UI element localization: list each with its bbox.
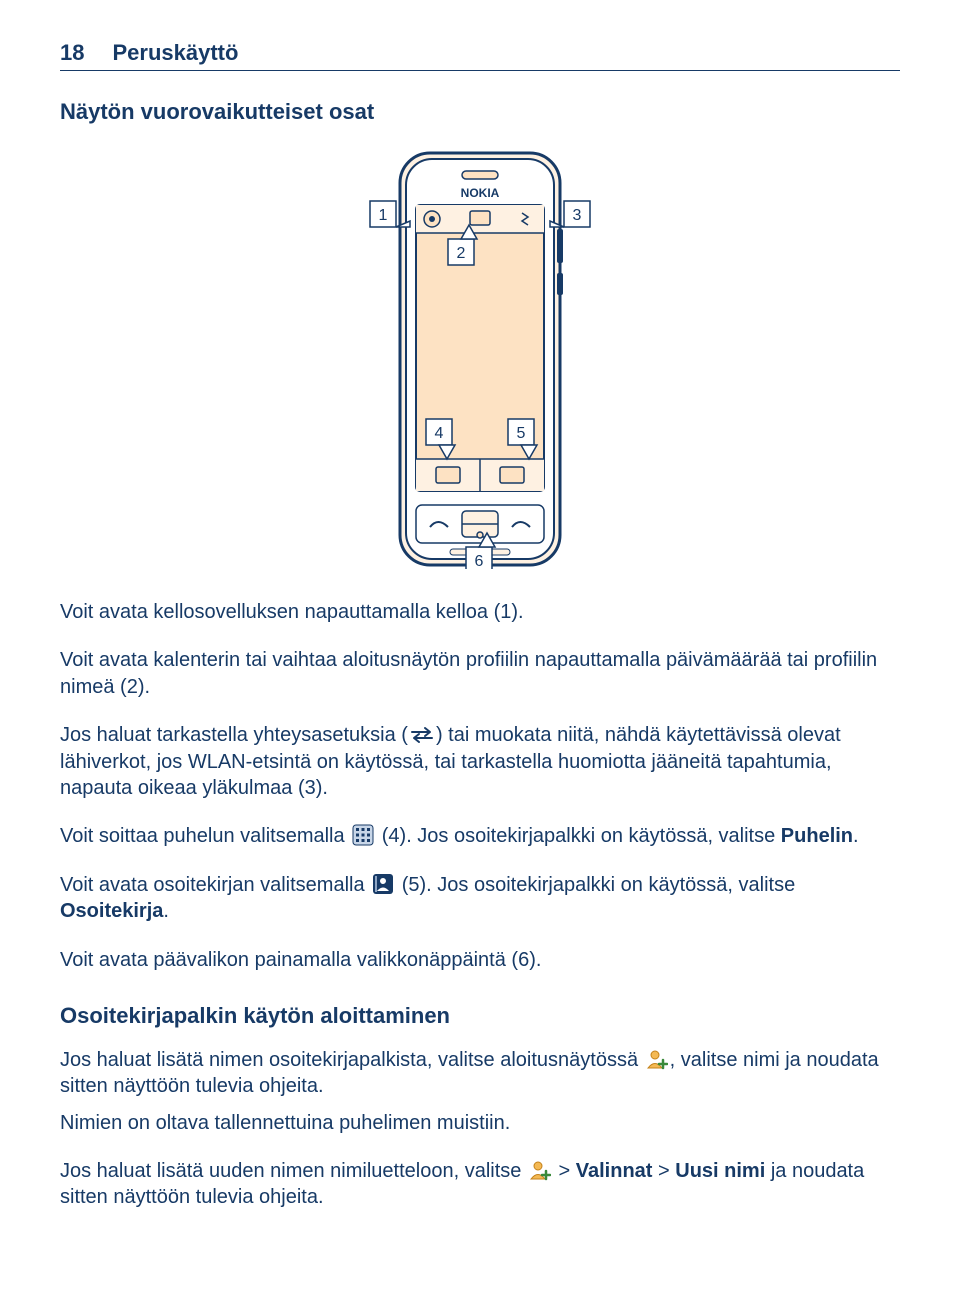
para-clock: Voit avata kellosovelluksen napauttamall… xyxy=(60,599,900,625)
para-newname-1: Jos haluat lisätä uuden nimen nimiluette… xyxy=(60,1160,527,1182)
para-dialer: Voit soittaa puhelun valitsemalla (4). J… xyxy=(60,823,900,849)
connectivity-icon xyxy=(410,725,434,745)
para-addname-1: Jos haluat lisätä nimen osoitekirjapalki… xyxy=(60,1049,644,1071)
para-conn-1: Jos haluat tarkastella yhteysasetuksia ( xyxy=(60,724,408,746)
callout-6: 6 xyxy=(475,553,484,569)
contacts-icon xyxy=(372,873,394,895)
callout-3: 3 xyxy=(573,207,582,224)
para-dial-2: (4). Jos osoitekirjapalkki on käytössä, … xyxy=(376,825,781,847)
page-number: 18 xyxy=(60,40,84,66)
callout-5: 5 xyxy=(517,425,526,442)
chapter-title: Peruskäyttö xyxy=(112,40,238,66)
para-newname: Jos haluat lisätä uuden nimen nimiluette… xyxy=(60,1158,900,1211)
phone-diagram: NOKIA xyxy=(60,149,900,569)
para-connectivity: Jos haluat tarkastella yhteysasetuksia (… xyxy=(60,722,900,801)
dialpad-icon xyxy=(352,824,374,846)
para-memory: Nimien on oltava tallennettuina puhelime… xyxy=(60,1110,900,1136)
callout-2: 2 xyxy=(457,245,466,262)
section-title: Näytön vuorovaikutteiset osat xyxy=(60,99,900,125)
para-dial-3: . xyxy=(853,825,859,847)
para-calendar: Voit avata kalenterin tai vaihtaa aloitu… xyxy=(60,647,900,700)
para-contacts-3: . xyxy=(163,900,169,922)
para-contacts-1: Voit avata osoitekirjan valitsemalla xyxy=(60,874,370,896)
callout-4: 4 xyxy=(435,425,444,442)
para-newname-bold2: Uusi nimi xyxy=(675,1160,765,1182)
para-newname-bold1: Valinnat xyxy=(576,1160,653,1182)
callout-1: 1 xyxy=(379,207,388,224)
para-addname: Jos haluat lisätä nimen osoitekirjapalki… xyxy=(60,1047,900,1100)
para-contacts: Voit avata osoitekirjan valitsemalla (5)… xyxy=(60,872,900,925)
page-header: 18 Peruskäyttö xyxy=(60,40,900,71)
para-newname-2: > xyxy=(553,1160,576,1182)
subheading: Osoitekirjapalkin käytön aloittaminen xyxy=(60,1003,900,1029)
para-dial-1: Voit soittaa puhelun valitsemalla xyxy=(60,825,350,847)
svg-text:NOKIA: NOKIA xyxy=(461,186,500,200)
para-mainmenu: Voit avata päävalikon painamalla valikko… xyxy=(60,947,900,973)
add-contact-icon xyxy=(646,1048,668,1070)
add-contact-icon-2 xyxy=(529,1159,551,1181)
phone-svg: NOKIA xyxy=(350,149,610,569)
para-contacts-bold: Osoitekirja xyxy=(60,900,163,922)
para-dial-bold: Puhelin xyxy=(781,825,853,847)
para-newname-3: > xyxy=(652,1160,675,1182)
para-contacts-2: (5). Jos osoitekirjapalkki on käytössä, … xyxy=(396,874,795,896)
